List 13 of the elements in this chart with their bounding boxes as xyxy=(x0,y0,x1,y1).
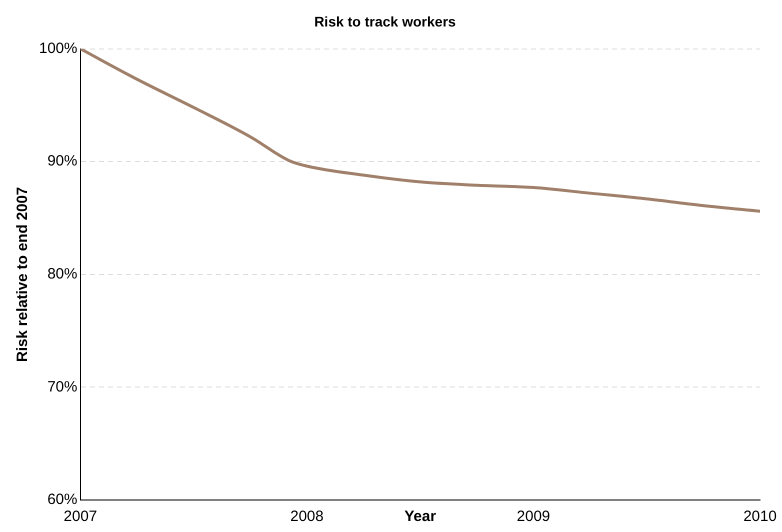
chart-title: Risk to track workers xyxy=(314,13,456,30)
y-tick-label: 70% xyxy=(47,378,78,396)
x-tick-label: 2008 xyxy=(290,508,324,526)
y-axis-title: Risk relative to end 2007 xyxy=(14,186,32,362)
y-tick-label: 60% xyxy=(47,491,78,508)
y-tick-label: 80% xyxy=(47,266,78,283)
y-tick-label: 90% xyxy=(47,152,78,170)
line-series xyxy=(80,48,760,213)
x-tick-label: 2009 xyxy=(516,508,550,526)
x-tick-label: 2007 xyxy=(64,508,98,526)
x-axis-title: Year xyxy=(404,508,436,526)
y-tick-label: 100% xyxy=(38,40,78,57)
x-tick-label: 2010 xyxy=(743,508,777,526)
